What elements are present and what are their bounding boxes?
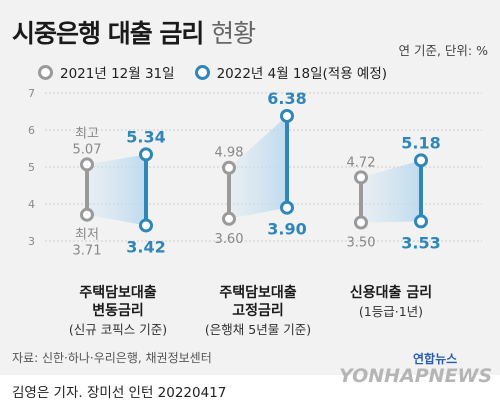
value-2021-min-2: 3.50 xyxy=(347,236,376,251)
value-2022-min-2: 3.53 xyxy=(401,233,440,252)
value-2021-min-0: 3.71 xyxy=(73,244,102,259)
point-2022-max-2 xyxy=(414,153,428,168)
point-2022-min-2 xyxy=(414,214,428,229)
category-label-2-line3: (1등급·1년) xyxy=(359,304,423,319)
y-tick-label-4: 4 xyxy=(28,198,35,211)
point-2021-max-2 xyxy=(354,170,368,185)
range-band-1 xyxy=(229,115,287,219)
category-label-1-line3: (은행채 5년물 기준) xyxy=(205,322,311,337)
value-2021-max-2: 4.72 xyxy=(347,155,376,170)
point-2021-max-1 xyxy=(222,160,236,175)
title-main: 시중은행 대출 금리 xyxy=(12,19,204,48)
unit-note: 연 기준, 단위: % xyxy=(398,43,488,58)
value-2022-min-1: 3.90 xyxy=(267,220,306,239)
range-band-0 xyxy=(87,154,146,226)
range-band-2 xyxy=(361,160,421,223)
value-2022-max-1: 6.38 xyxy=(267,89,306,108)
y-tick-label-6: 6 xyxy=(28,124,35,137)
category-label-0-line3: (신규 코픽스 기준) xyxy=(69,322,167,337)
label-max-word-0: 최고 xyxy=(75,126,99,141)
value-2021-min-1: 3.60 xyxy=(215,232,244,247)
point-2022-min-0 xyxy=(139,218,153,233)
category-label-2-line1: 신용대출 금리 xyxy=(350,284,432,301)
point-2021-max-0 xyxy=(80,157,94,172)
legend: 2021년 12월 31일 2022년 4월 18일(적용 예정) xyxy=(38,62,387,82)
category-label-0-line2: 변동금리 xyxy=(92,303,144,319)
legend-2021-marker xyxy=(38,64,53,80)
point-2021-min-1 xyxy=(222,211,236,226)
logo-korean: 연합뉴스 xyxy=(413,352,458,366)
point-2021-min-0 xyxy=(80,207,94,222)
legend-2022-label: 2022년 4월 18일(적용 예정) xyxy=(216,66,388,82)
title-light: 현황 xyxy=(211,19,256,48)
legend-2022-marker xyxy=(194,64,210,80)
y-tick-label-5: 5 xyxy=(28,161,35,174)
point-2022-max-1 xyxy=(280,108,294,123)
legend-2021-label: 2021년 12월 31일 xyxy=(60,66,175,82)
y-tick-label-3: 3 xyxy=(28,235,35,248)
category-label-1-line1: 주택담보대출 xyxy=(219,284,296,301)
credit-line: 김영은 기자. 장미선 인턴 20220417 xyxy=(12,385,227,401)
category-label-0-line1: 주택담보대출 xyxy=(79,284,156,301)
value-2022-min-0: 3.42 xyxy=(126,237,165,256)
value-2021-max-1: 4.98 xyxy=(215,146,244,161)
label-min-word-0: 최저 xyxy=(75,228,99,243)
chart-title: 시중은행 대출 금리 현황 xyxy=(12,14,256,50)
source-note: 자료: 신한·하나·우리은행, 채권정보센터 xyxy=(12,351,212,365)
logo-english: YONHAPNEWS xyxy=(339,365,493,387)
point-2022-max-0 xyxy=(139,147,153,162)
y-tick-label-7: 7 xyxy=(28,87,35,100)
point-2022-min-1 xyxy=(280,200,294,215)
value-2021-max-0: 5.07 xyxy=(73,142,102,157)
point-2021-min-2 xyxy=(354,215,368,230)
value-2022-max-0: 5.34 xyxy=(126,127,165,146)
category-label-1-line2: 고정금리 xyxy=(232,302,284,319)
value-2022-max-2: 5.18 xyxy=(401,133,440,152)
